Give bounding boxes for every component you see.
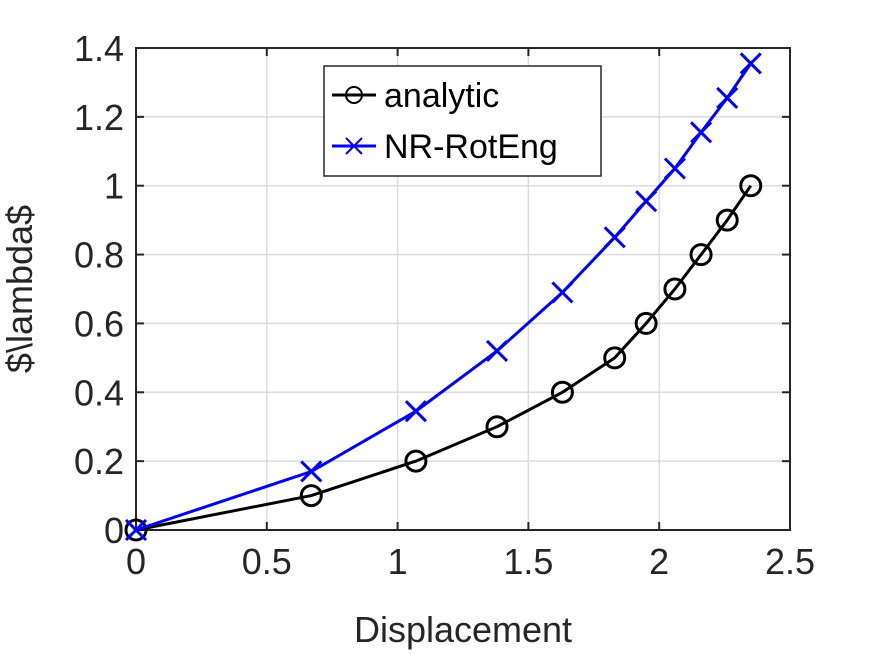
x-tick-label-3: 1.5 bbox=[503, 541, 553, 582]
x-axis-label: Displacement bbox=[354, 609, 572, 650]
series-0-point-4 bbox=[550, 380, 574, 404]
legend: analytic NR-RotEng bbox=[323, 65, 602, 177]
series-1-point-10 bbox=[739, 52, 762, 75]
legend-box bbox=[323, 65, 602, 177]
y-tick-label-4: 0.8 bbox=[74, 235, 124, 276]
axis-ticks: 0 0.5 1 1.5 2 2.5 0 0.2 0.4 0.6 0.8 1 1.2 1.4 bbox=[74, 28, 815, 582]
series-0-point-7 bbox=[663, 277, 687, 301]
y-axis-label: $\lambda$ bbox=[0, 205, 40, 373]
series-0-point-9 bbox=[715, 208, 739, 232]
y-tick-label-5: 1 bbox=[104, 166, 124, 207]
series-1-point-3 bbox=[485, 339, 509, 363]
legend-label-analytic: analytic bbox=[384, 77, 499, 115]
x-tick-label-2: 1 bbox=[388, 541, 408, 582]
series-1-point-4 bbox=[551, 281, 574, 304]
y-tick-label-3: 0.6 bbox=[74, 303, 124, 344]
x-tick-label-5: 2.5 bbox=[765, 541, 815, 582]
legend-marker-analytic bbox=[345, 86, 363, 104]
series-1-point-8 bbox=[689, 121, 713, 144]
series-1-point-1 bbox=[300, 460, 323, 483]
series-line-0 bbox=[135, 184, 753, 532]
series-1-point-9 bbox=[716, 86, 739, 109]
series-0 bbox=[124, 174, 763, 542]
legend-marker-nr-roteng bbox=[345, 137, 363, 155]
plot-border bbox=[135, 47, 791, 531]
plot-frame bbox=[135, 47, 791, 531]
y-tick-label-2: 0.4 bbox=[74, 372, 124, 413]
series-0-point-5 bbox=[603, 346, 627, 370]
series-0-point-3 bbox=[485, 415, 509, 439]
series-0-point-2 bbox=[404, 449, 428, 473]
series-0-point-1 bbox=[299, 484, 323, 508]
x-tick-label-1: 0.5 bbox=[242, 541, 292, 582]
series-1-point-7 bbox=[663, 157, 686, 180]
x-tick-label-4: 2 bbox=[649, 541, 669, 582]
y-tick-label-7: 1.4 bbox=[74, 28, 124, 69]
y-tick-label-1: 0.2 bbox=[74, 441, 124, 482]
series-0-point-6 bbox=[634, 311, 658, 335]
series-1-point-0 bbox=[124, 518, 148, 542]
series-1-point-2 bbox=[404, 400, 427, 423]
series-group bbox=[124, 52, 763, 542]
y-tick-label-0: 0 bbox=[104, 510, 124, 551]
series-0-point-0 bbox=[124, 518, 148, 542]
series-1 bbox=[124, 52, 762, 542]
series-1-point-5 bbox=[603, 226, 626, 249]
series-1-point-6 bbox=[635, 190, 658, 213]
x-tick-label-0: 0 bbox=[126, 541, 146, 582]
series-0-point-8 bbox=[689, 243, 713, 267]
legend-label-nr-roteng: NR-RotEng bbox=[384, 128, 558, 166]
y-tick-label-6: 1.2 bbox=[74, 97, 124, 138]
series-0-point-10 bbox=[739, 174, 763, 198]
